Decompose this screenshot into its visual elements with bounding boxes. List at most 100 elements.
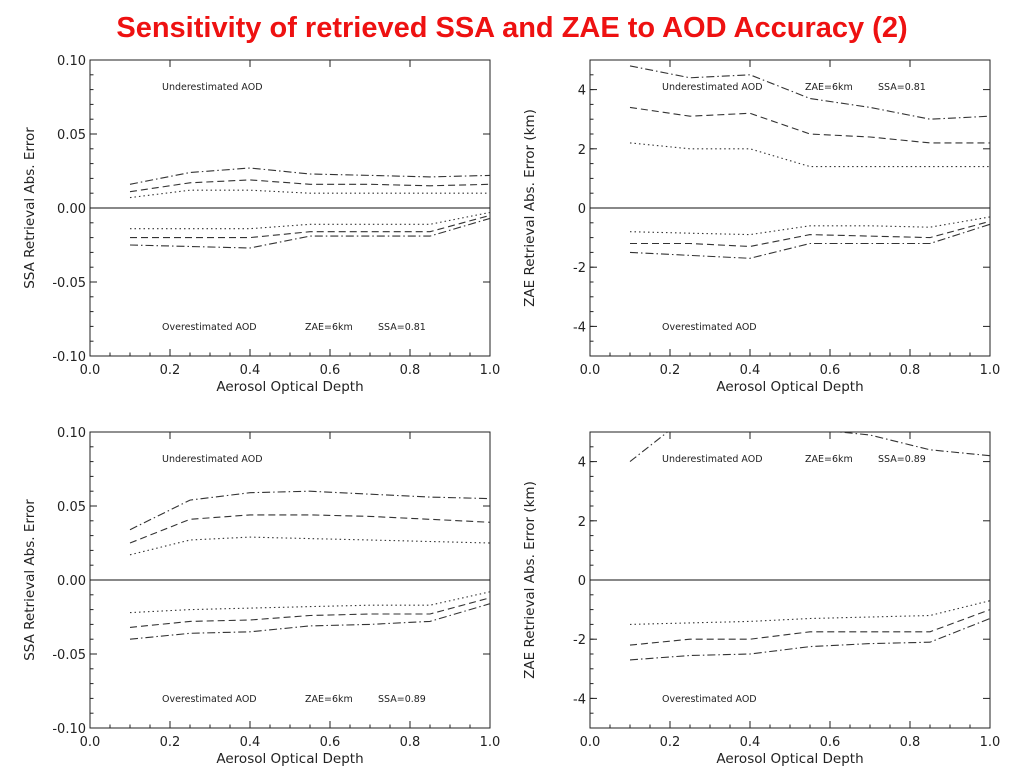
x-tick-label: 0.4: [240, 735, 261, 750]
y-axis-label: ZAE Retrieval Abs. Error (km): [522, 109, 538, 307]
x-tick-label: 0.2: [660, 363, 681, 378]
annotation-zae: ZAE=6km: [805, 82, 853, 93]
series-line-dashed: [129, 514, 490, 544]
y-tick-label: 4: [578, 456, 586, 471]
x-tick-label: 0.4: [740, 363, 761, 378]
x-tick-label: 0.0: [80, 735, 101, 750]
y-tick-label: 0: [578, 202, 586, 217]
series-line-dotted: [629, 600, 990, 625]
y-tick-label: -2: [573, 633, 586, 648]
series-line-dashed: [129, 179, 490, 193]
y-tick-label: 0.05: [57, 128, 86, 143]
x-axis-label: Aerosol Optical Depth: [216, 751, 363, 767]
y-tick-label: -4: [573, 320, 586, 335]
annotation-overestimated: Overestimated AOD: [162, 694, 257, 705]
annotation-ssa: SSA=0.89: [878, 454, 926, 465]
chart-panel-ssa-089: 0.0 0.2 0.4 0.6 0.8 1.0 -0.10 -0.05 0.00 0.05 0.10…: [20, 420, 501, 767]
y-tick-label: -4: [573, 692, 586, 707]
annotation-ssa: SSA=0.89: [378, 694, 426, 705]
annotation-zae: ZAE=6km: [305, 322, 353, 333]
chart-svg: 0.0 0.2 0.4 0.6 0.8 1.0 -4 -2 0 2 4 Underestimated …: [522, 59, 1001, 395]
chart-svg: 0.0 0.2 0.4 0.6 0.8 1.0 -4 -2 0 2 4 Underestimated …: [522, 431, 1001, 767]
chart-panel-ssa-081: 0.0 0.2 0.4 0.6 0.8 1.0 -0.10 -0.05 0.00 0.05 0.10…: [20, 48, 501, 395]
series-group: [629, 65, 990, 259]
annotation-underestimated: Underestimated AOD: [162, 82, 263, 93]
annotation-ssa: SSA=0.81: [378, 322, 426, 333]
series-line-dashdot: [129, 167, 490, 185]
series-line-dotted: [629, 142, 990, 168]
series-line-dotted: [129, 591, 490, 614]
annotation-overestimated: Overestimated AOD: [662, 694, 757, 705]
x-axis-label: Aerosol Optical Depth: [716, 379, 863, 395]
x-tick-label: 0.6: [320, 735, 341, 750]
x-tick-label: 0.6: [320, 363, 341, 378]
x-tick-label: 1.0: [480, 363, 501, 378]
x-tick-label: 0.4: [240, 363, 261, 378]
x-tick-label: 0.4: [740, 735, 761, 750]
y-tick-label: 0.00: [57, 202, 86, 217]
y-tick-label: 0: [578, 574, 586, 589]
y-tick-label: 2: [578, 143, 586, 158]
x-tick-label: 1.0: [980, 735, 1001, 750]
series-line-dotted: [629, 216, 990, 236]
x-tick-label: 0.0: [580, 363, 601, 378]
series-line-dashed: [630, 220, 990, 248]
series-group: [629, 432, 990, 661]
y-tick-label: 0.05: [57, 500, 86, 515]
y-tick-label: 0.10: [57, 426, 86, 441]
chart-panel-zae-089: 0.0 0.2 0.4 0.6 0.8 1.0 -4 -2 0 2 4 Underestimated …: [520, 420, 1001, 767]
series-line-dashed: [629, 106, 990, 144]
series-line-dashed: [130, 214, 490, 239]
x-tick-label: 0.0: [580, 735, 601, 750]
x-tick-label: 1.0: [980, 363, 1001, 378]
y-tick-label: -0.05: [52, 276, 86, 291]
annotation-underestimated: Underestimated AOD: [662, 454, 763, 465]
series-line-dashdot: [629, 223, 990, 259]
annotation-overestimated: Overestimated AOD: [162, 322, 257, 333]
x-tick-label: 0.8: [900, 363, 921, 378]
annotation-underestimated: Underestimated AOD: [162, 454, 263, 465]
y-axis-label: SSA Retrieval Abs. Error: [22, 499, 38, 661]
x-tick-label: 0.2: [660, 735, 681, 750]
annotation-overestimated: Overestimated AOD: [662, 322, 757, 333]
x-axis-label: Aerosol Optical Depth: [216, 379, 363, 395]
y-tick-label: -0.10: [52, 350, 86, 365]
x-tick-label: 0.2: [160, 363, 181, 378]
series-line-dashdot: [129, 490, 490, 531]
x-tick-label: 0.6: [820, 363, 841, 378]
x-tick-label: 0.2: [160, 735, 181, 750]
chart-svg: 0.0 0.2 0.4 0.6 0.8 1.0 -0.10 -0.05 0.00 0.05 0.10…: [22, 54, 501, 395]
series-line-dotted: [130, 211, 490, 230]
chart-panel-zae-081: 0.0 0.2 0.4 0.6 0.8 1.0 -4 -2 0 2 4 Underestimated …: [520, 48, 1001, 395]
series-line-dashed: [129, 597, 490, 628]
x-tick-label: 0.0: [80, 363, 101, 378]
annotation-zae: ZAE=6km: [805, 454, 853, 465]
y-tick-label: 0.10: [57, 54, 86, 69]
y-tick-label: -0.10: [52, 722, 86, 737]
x-tick-label: 0.8: [400, 363, 421, 378]
series-group: [129, 490, 490, 640]
slide-title: Sensitivity of retrieved SSA and ZAE to …: [116, 12, 908, 44]
y-tick-label: -0.05: [52, 648, 86, 663]
y-tick-label: 4: [578, 84, 586, 99]
series-line-dashdot: [129, 217, 490, 249]
x-axis-label: Aerosol Optical Depth: [716, 751, 863, 767]
y-tick-label: 0.00: [57, 574, 86, 589]
y-axis-label: SSA Retrieval Abs. Error: [22, 127, 38, 289]
annotation-ssa: SSA=0.81: [878, 82, 926, 93]
y-tick-label: 2: [578, 515, 586, 530]
annotation-underestimated: Underestimated AOD: [662, 82, 763, 93]
x-tick-label: 1.0: [480, 735, 501, 750]
x-tick-label: 0.8: [900, 735, 921, 750]
annotation-zae: ZAE=6km: [305, 694, 353, 705]
series-line-dotted: [129, 189, 490, 199]
series-line-dashdot: [129, 603, 490, 640]
chart-svg: 0.0 0.2 0.4 0.6 0.8 1.0 -0.10 -0.05 0.00 0.05 0.10…: [22, 426, 501, 767]
series-group: [129, 167, 490, 249]
y-axis-label: ZAE Retrieval Abs. Error (km): [522, 481, 538, 679]
y-tick-label: -2: [573, 261, 586, 276]
x-tick-label: 0.8: [400, 735, 421, 750]
series-line-dotted: [129, 536, 490, 556]
series-line-dashdot: [629, 617, 990, 661]
series-line-dashed: [629, 609, 990, 646]
